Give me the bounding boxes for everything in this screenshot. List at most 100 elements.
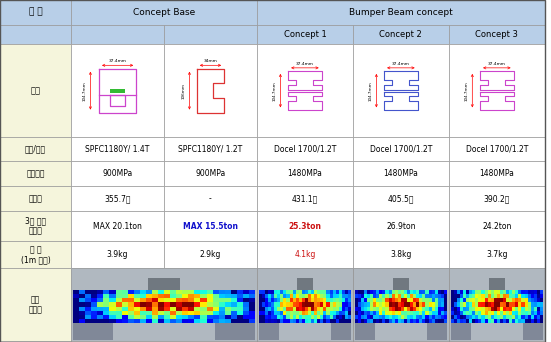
Bar — [398, 306, 401, 311]
Bar — [110, 306, 116, 311]
Bar — [388, 290, 392, 294]
Bar — [213, 310, 219, 315]
Bar — [454, 310, 457, 315]
Bar — [476, 290, 478, 294]
Bar — [500, 318, 503, 323]
Bar — [225, 298, 231, 302]
Bar — [289, 302, 293, 306]
Bar — [419, 298, 423, 302]
Text: 104.7mm: 104.7mm — [83, 81, 87, 101]
Bar — [71, 0, 257, 25]
Text: Docel 1700/1.2T: Docel 1700/1.2T — [466, 145, 528, 154]
Bar — [460, 290, 463, 294]
Bar — [333, 298, 336, 302]
Text: MAX 15.5ton: MAX 15.5ton — [183, 222, 238, 231]
Bar — [201, 290, 207, 294]
Bar — [449, 137, 545, 161]
Bar — [305, 310, 308, 315]
Bar — [537, 294, 540, 299]
Bar — [398, 318, 401, 323]
Bar — [268, 306, 271, 311]
Bar — [339, 306, 342, 311]
Bar — [429, 290, 432, 294]
Bar — [503, 306, 506, 311]
Bar — [491, 314, 494, 318]
Bar — [444, 294, 447, 299]
Bar — [122, 290, 128, 294]
Bar — [329, 314, 333, 318]
Bar — [274, 298, 277, 302]
Bar — [152, 306, 158, 311]
Bar — [425, 290, 429, 294]
Bar — [540, 306, 543, 311]
Bar — [283, 298, 287, 302]
Bar — [170, 290, 176, 294]
Bar — [188, 306, 195, 311]
Bar — [476, 310, 478, 315]
Bar — [469, 298, 472, 302]
Bar — [376, 318, 380, 323]
Bar — [488, 306, 491, 311]
Bar — [382, 290, 386, 294]
Bar — [348, 298, 351, 302]
Bar — [326, 290, 329, 294]
Bar — [317, 290, 321, 294]
Bar — [237, 314, 243, 318]
Bar — [201, 302, 207, 306]
Bar — [482, 298, 485, 302]
Bar — [243, 310, 249, 315]
Bar — [457, 294, 460, 299]
Bar — [302, 318, 305, 323]
Bar — [466, 298, 469, 302]
Bar — [201, 318, 207, 323]
Bar — [476, 298, 478, 302]
Bar — [494, 290, 497, 294]
Bar — [444, 306, 447, 311]
Bar — [110, 89, 125, 93]
Bar — [388, 306, 392, 311]
Bar — [73, 314, 79, 318]
Bar — [361, 310, 364, 315]
Bar — [207, 314, 213, 318]
Bar — [339, 318, 342, 323]
Bar — [457, 318, 460, 323]
Bar — [521, 310, 525, 315]
Bar — [512, 290, 515, 294]
Bar — [336, 306, 339, 311]
Bar — [110, 302, 116, 306]
Bar — [243, 314, 249, 318]
Bar — [525, 306, 528, 311]
Bar — [215, 323, 255, 340]
Bar — [401, 314, 404, 318]
Bar — [463, 310, 466, 315]
Bar — [416, 298, 419, 302]
Bar — [219, 294, 225, 299]
Bar — [388, 318, 392, 323]
Bar — [469, 290, 472, 294]
Bar — [293, 298, 296, 302]
Bar — [506, 302, 509, 306]
Bar — [540, 298, 543, 302]
Bar — [463, 302, 466, 306]
Bar — [454, 298, 457, 302]
Bar — [158, 310, 164, 315]
Text: 1480MPa: 1480MPa — [288, 169, 322, 178]
Bar — [404, 298, 407, 302]
Bar — [259, 302, 262, 306]
Bar — [386, 290, 388, 294]
Bar — [311, 318, 314, 323]
Bar — [296, 294, 299, 299]
Bar — [336, 298, 339, 302]
Bar — [531, 294, 534, 299]
Text: 34mm: 34mm — [204, 59, 217, 63]
Bar — [0, 44, 71, 137]
Bar — [431, 318, 435, 323]
Bar — [323, 310, 327, 315]
Bar — [482, 310, 485, 315]
Bar — [134, 294, 140, 299]
Text: 37.4mm: 37.4mm — [109, 59, 127, 63]
Bar — [231, 290, 237, 294]
Bar — [395, 306, 398, 311]
Bar — [348, 314, 351, 318]
Bar — [413, 314, 417, 318]
